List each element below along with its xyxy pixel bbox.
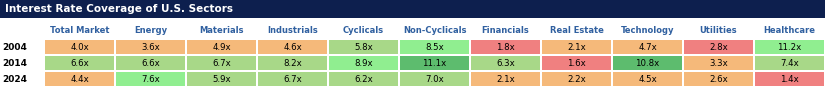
Bar xyxy=(45,72,114,86)
Bar xyxy=(542,72,611,86)
Text: Healthcare: Healthcare xyxy=(763,26,815,35)
Text: 10.8x: 10.8x xyxy=(635,59,660,67)
Text: 11.2x: 11.2x xyxy=(777,43,802,52)
Bar xyxy=(0,0,825,18)
Text: Cyclicals: Cyclicals xyxy=(343,26,384,35)
Text: 2014: 2014 xyxy=(2,59,27,67)
Text: 8.2x: 8.2x xyxy=(283,59,302,67)
Bar xyxy=(613,40,682,54)
Bar xyxy=(45,56,114,70)
Text: 2.1x: 2.1x xyxy=(496,74,515,84)
Bar xyxy=(45,40,114,54)
Text: Utilities: Utilities xyxy=(700,26,738,35)
Text: 7.0x: 7.0x xyxy=(425,74,444,84)
Bar xyxy=(755,72,824,86)
Text: Technology: Technology xyxy=(620,26,674,35)
Text: 1.8x: 1.8x xyxy=(496,43,515,52)
Bar xyxy=(116,40,185,54)
Bar xyxy=(400,40,469,54)
Bar xyxy=(684,56,753,70)
Bar xyxy=(258,40,327,54)
Bar xyxy=(542,56,611,70)
Text: 4.5x: 4.5x xyxy=(638,74,657,84)
Text: Materials: Materials xyxy=(200,26,243,35)
Bar xyxy=(258,56,327,70)
Text: 1.4x: 1.4x xyxy=(780,74,799,84)
Bar xyxy=(116,56,185,70)
Text: 4.0x: 4.0x xyxy=(70,43,89,52)
Bar xyxy=(329,40,398,54)
Text: Interest Rate Coverage of U.S. Sectors: Interest Rate Coverage of U.S. Sectors xyxy=(5,4,233,14)
Bar xyxy=(329,72,398,86)
Text: Financials: Financials xyxy=(482,26,530,35)
Text: 6.6x: 6.6x xyxy=(141,59,160,67)
Bar xyxy=(471,72,540,86)
Text: Industrials: Industrials xyxy=(267,26,318,35)
Text: Non-Cyclicals: Non-Cyclicals xyxy=(403,26,466,35)
Text: 11.1x: 11.1x xyxy=(422,59,446,67)
Bar xyxy=(187,56,256,70)
Bar xyxy=(187,40,256,54)
Text: 6.7x: 6.7x xyxy=(212,59,231,67)
Bar xyxy=(329,56,398,70)
Bar xyxy=(471,56,540,70)
Text: 2004: 2004 xyxy=(2,43,27,52)
Text: 2.2x: 2.2x xyxy=(567,74,586,84)
Bar xyxy=(471,40,540,54)
Text: 7.6x: 7.6x xyxy=(141,74,160,84)
Text: 3.6x: 3.6x xyxy=(141,43,160,52)
Text: 4.9x: 4.9x xyxy=(212,43,231,52)
Text: Total Market: Total Market xyxy=(50,26,109,35)
Text: 6.6x: 6.6x xyxy=(70,59,89,67)
Text: 6.7x: 6.7x xyxy=(283,74,302,84)
Text: Real Estate: Real Estate xyxy=(549,26,603,35)
Bar xyxy=(187,72,256,86)
Bar xyxy=(400,72,469,86)
Text: 4.4x: 4.4x xyxy=(70,74,89,84)
Text: 6.2x: 6.2x xyxy=(354,74,373,84)
Text: 4.6x: 4.6x xyxy=(283,43,302,52)
Text: 8.5x: 8.5x xyxy=(425,43,444,52)
Text: 4.7x: 4.7x xyxy=(638,43,657,52)
Bar xyxy=(116,72,185,86)
Bar xyxy=(684,72,753,86)
Bar xyxy=(755,40,824,54)
Bar xyxy=(400,56,469,70)
Text: 8.9x: 8.9x xyxy=(354,59,373,67)
Text: 2.8x: 2.8x xyxy=(710,43,728,52)
Bar xyxy=(613,72,682,86)
Bar xyxy=(684,40,753,54)
Text: 7.4x: 7.4x xyxy=(780,59,799,67)
Text: 5.8x: 5.8x xyxy=(354,43,373,52)
Text: 5.9x: 5.9x xyxy=(212,74,231,84)
Text: 2.1x: 2.1x xyxy=(567,43,586,52)
Text: 3.3x: 3.3x xyxy=(710,59,728,67)
Bar xyxy=(755,56,824,70)
Bar xyxy=(613,56,682,70)
Bar xyxy=(258,72,327,86)
Text: 6.3x: 6.3x xyxy=(496,59,515,67)
Text: 2024: 2024 xyxy=(2,74,27,84)
Text: Energy: Energy xyxy=(134,26,167,35)
Text: 1.6x: 1.6x xyxy=(567,59,586,67)
Text: 2.6x: 2.6x xyxy=(710,74,728,84)
Bar xyxy=(542,40,611,54)
